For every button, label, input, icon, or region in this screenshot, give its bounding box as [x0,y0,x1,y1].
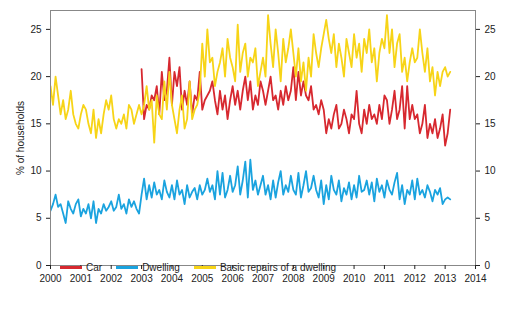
svg-text:0: 0 [485,260,491,271]
svg-text:15: 15 [30,118,42,129]
svg-text:2009: 2009 [313,273,336,284]
svg-text:2010: 2010 [343,273,366,284]
svg-text:25: 25 [30,24,42,35]
svg-text:5: 5 [36,212,42,223]
svg-text:% of households: % of households [15,101,26,175]
svg-text:2001: 2001 [70,273,93,284]
svg-text:5: 5 [485,212,491,223]
svg-text:2000: 2000 [39,273,62,284]
svg-text:2002: 2002 [100,273,123,284]
html-text:Basic repairs of a dwelling: Basic repairs of a dwelling [219,262,337,273]
svg-text:2013: 2013 [434,273,457,284]
svg-text:2004: 2004 [161,273,184,284]
svg-text:2007: 2007 [252,273,275,284]
svg-text:2006: 2006 [222,273,245,284]
svg-text:15: 15 [485,118,497,129]
svg-text:10: 10 [485,165,497,176]
svg-text:0: 0 [36,260,42,271]
svg-text:25: 25 [485,24,497,35]
html-text:Car: Car [86,262,103,273]
svg-text:2012: 2012 [404,273,427,284]
svg-text:20: 20 [30,71,42,82]
svg-text:10: 10 [30,165,42,176]
svg-text:2014: 2014 [464,273,487,284]
html-text:Dwelling: Dwelling [142,262,180,273]
svg-text:2003: 2003 [130,273,153,284]
svg-text:2011: 2011 [374,273,396,284]
svg-text:2005: 2005 [191,273,214,284]
svg-text:20: 20 [485,71,497,82]
svg-text:2008: 2008 [282,273,305,284]
